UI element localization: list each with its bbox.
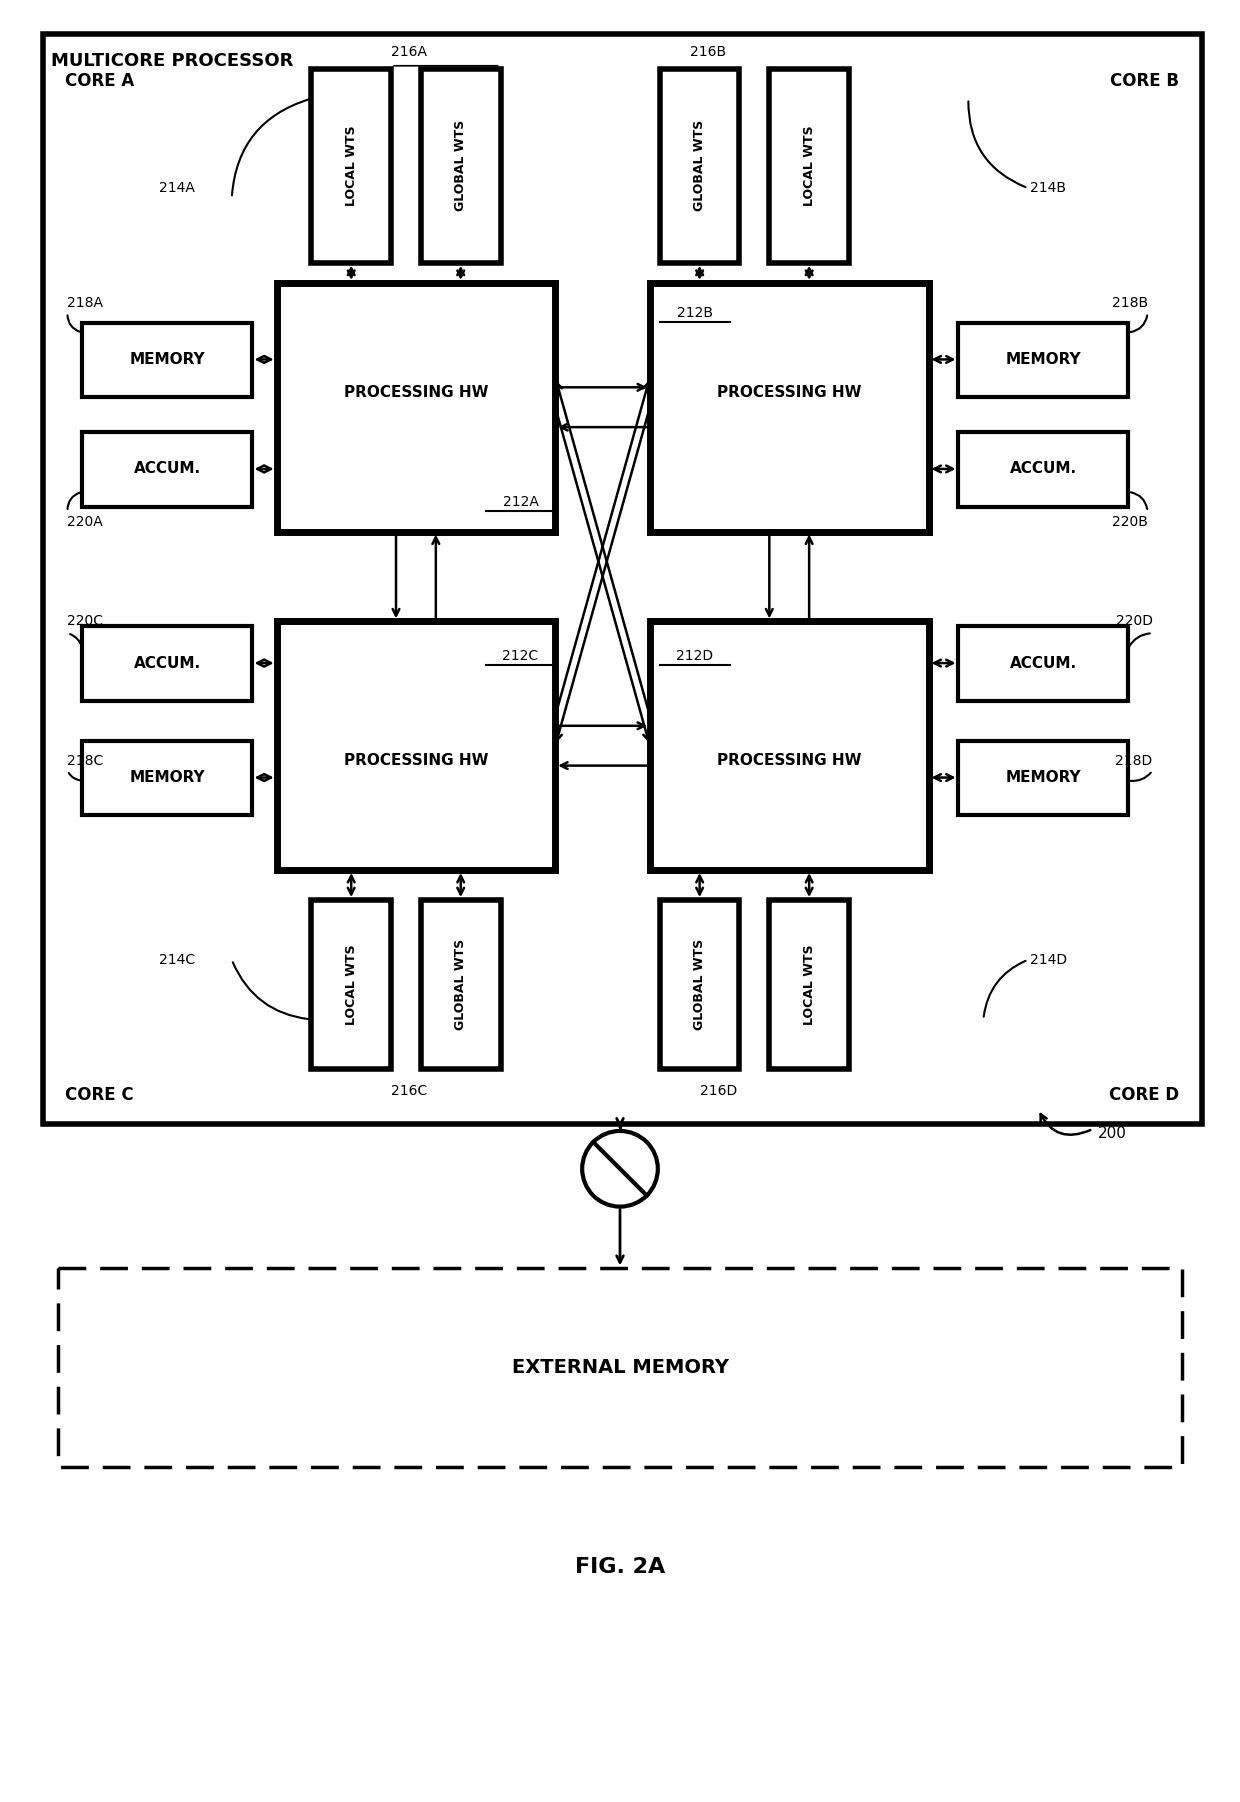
Bar [277,622,556,870]
Text: 216D: 216D [699,1085,737,1097]
Bar [660,68,739,263]
Text: 212C: 212C [502,649,538,663]
Bar [650,622,929,870]
Text: EXTERNAL MEMORY: EXTERNAL MEMORY [511,1359,729,1377]
Text: CORE B: CORE B [1111,72,1179,90]
Bar [630,54,1188,582]
Text: PROCESSING HW: PROCESSING HW [343,386,489,400]
Bar [311,68,391,263]
Bar [420,899,501,1069]
Text: MEMORY: MEMORY [1006,769,1081,786]
Text: 218C: 218C [67,753,104,768]
Text: 214C: 214C [159,953,195,966]
Text: 212B: 212B [677,306,713,319]
Bar [959,741,1127,815]
Text: MEMORY: MEMORY [129,769,205,786]
Text: MEMORY: MEMORY [129,351,205,368]
Text: 214A: 214A [159,182,195,195]
Text: ACCUM.: ACCUM. [1009,656,1076,670]
Text: 200: 200 [1097,1126,1127,1141]
Text: 216A: 216A [391,45,427,59]
Bar [82,432,252,506]
Bar [959,323,1127,396]
Text: 220A: 220A [67,515,103,528]
Text: 212A: 212A [502,496,538,508]
Text: CORE C: CORE C [66,1087,134,1105]
Bar [82,627,252,701]
Text: MEMORY: MEMORY [1006,351,1081,368]
Text: LOCAL WTS: LOCAL WTS [345,124,357,205]
Bar [650,283,929,532]
Text: GLOBAL WTS: GLOBAL WTS [454,939,467,1031]
Text: ACCUM.: ACCUM. [1009,461,1076,476]
Text: 214B: 214B [1030,182,1066,195]
Bar [959,627,1127,701]
Text: LOCAL WTS: LOCAL WTS [345,944,357,1025]
Bar [769,899,849,1069]
Bar [82,323,252,396]
Text: 216B: 216B [689,45,725,59]
Bar [420,68,501,263]
Text: CORE D: CORE D [1110,1087,1179,1105]
Text: LOCAL WTS: LOCAL WTS [802,124,816,205]
Text: 218A: 218A [67,296,103,310]
Bar [57,54,600,582]
Text: 218B: 218B [1111,296,1148,310]
Text: 216C: 216C [391,1085,428,1097]
Bar [311,899,391,1069]
Text: ACCUM.: ACCUM. [134,461,201,476]
Text: PROCESSING HW: PROCESSING HW [343,753,489,768]
Text: 218D: 218D [1115,753,1153,768]
Text: 212D: 212D [676,649,713,663]
Bar [42,34,1203,1124]
Text: 214D: 214D [1029,953,1066,966]
Bar [630,596,1188,1114]
Text: ACCUM.: ACCUM. [134,656,201,670]
Bar [57,1269,1183,1467]
Text: PROCESSING HW: PROCESSING HW [717,386,862,400]
Text: LOCAL WTS: LOCAL WTS [802,944,816,1025]
Bar [82,741,252,815]
Text: GLOBAL WTS: GLOBAL WTS [454,119,467,211]
Text: FIG. 2A: FIG. 2A [575,1557,665,1577]
Text: 220B: 220B [1112,515,1148,528]
Text: GLOBAL WTS: GLOBAL WTS [693,939,706,1031]
Bar [57,596,600,1114]
Text: 220D: 220D [1116,614,1153,629]
Bar [959,432,1127,506]
Text: GLOBAL WTS: GLOBAL WTS [693,119,706,211]
Bar [660,899,739,1069]
Text: PROCESSING HW: PROCESSING HW [717,753,862,768]
Text: CORE A: CORE A [66,72,135,90]
Bar [277,283,556,532]
Text: MULTICORE PROCESSOR: MULTICORE PROCESSOR [51,52,293,70]
Text: 220C: 220C [67,614,103,629]
Bar [769,68,849,263]
